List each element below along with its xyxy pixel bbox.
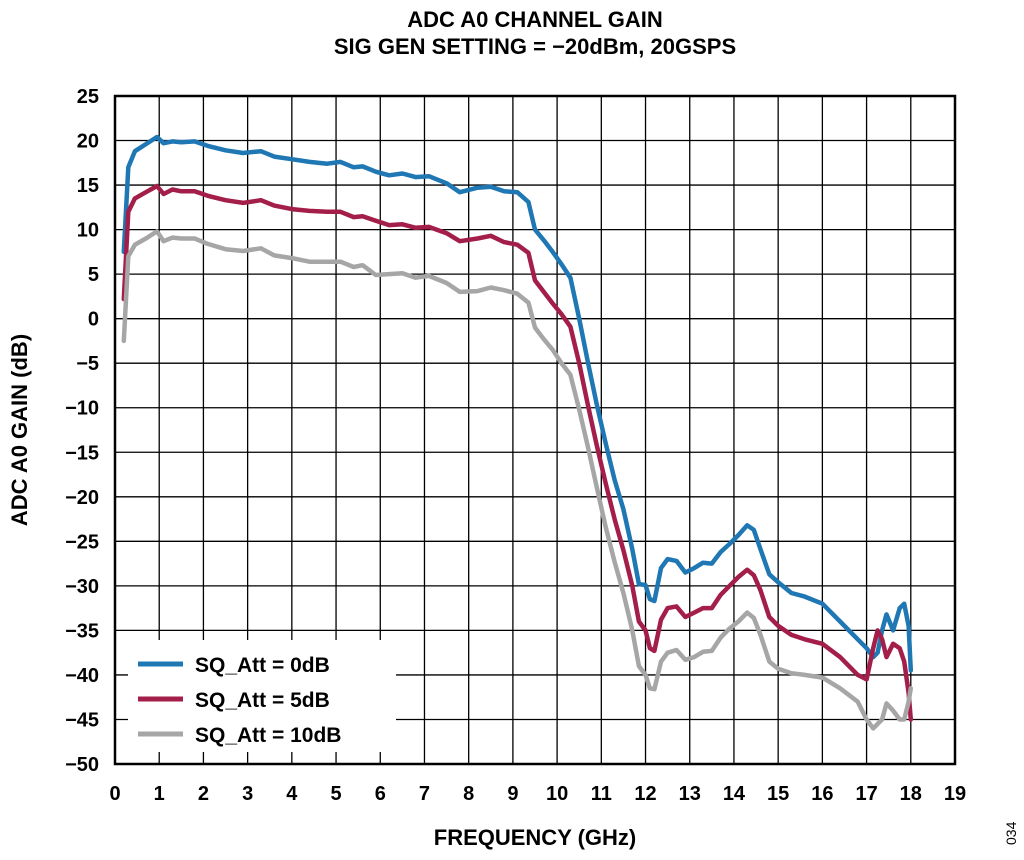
y-tick-label: 20	[77, 131, 99, 153]
y-tick-label: −5	[76, 353, 99, 375]
x-tick-label: 4	[286, 783, 298, 805]
y-tick-label: −40	[65, 665, 99, 687]
x-tick-label: 8	[463, 783, 474, 805]
figure-number: 034	[1003, 821, 1019, 845]
series-line-sq-att-5db	[121, 183, 914, 722]
x-tick-label: 15	[767, 783, 789, 805]
x-tick-label: 16	[811, 783, 833, 805]
x-tick-label: 7	[419, 783, 430, 805]
y-tick-label: −10	[65, 398, 99, 420]
series-line-sq-att-0db	[121, 134, 914, 673]
y-tick-label: 10	[77, 220, 99, 242]
y-tick-label: 25	[77, 86, 99, 108]
y-tick-label: 15	[77, 175, 99, 197]
x-tick-labels: 0 1 2 3 4 5 6 7 8 9 10 11 12 13 14 15 16 17 18 19	[109, 783, 966, 805]
y-tick-label: −25	[65, 531, 99, 553]
y-tick-labels: 25 20 15 10 5 0 −5 −10 −15 −20 −25 −30 −35 −40 −45 −50	[65, 86, 99, 776]
x-tick-label: 2	[198, 783, 209, 805]
y-axis-label: ADC A0 GAIN (dB)	[7, 334, 32, 526]
x-tick-label: 18	[900, 783, 922, 805]
series-layer	[121, 134, 914, 731]
x-tick-label: 10	[546, 783, 568, 805]
y-tick-label: −30	[65, 576, 99, 598]
x-axis-label: FREQUENCY (GHz)	[434, 825, 637, 850]
x-tick-label: 14	[723, 783, 746, 805]
legend-label-sq-att-10db: SQ_Att = 10dB	[195, 724, 341, 747]
y-tick-label: −15	[65, 442, 99, 464]
x-tick-label: 1	[154, 783, 165, 805]
y-tick-label: −45	[65, 709, 99, 731]
x-tick-label: 6	[375, 783, 386, 805]
legend-label-sq-att-5db: SQ_Att = 5dB	[195, 689, 330, 712]
x-tick-label: 3	[242, 783, 253, 805]
x-tick-label: 19	[944, 783, 966, 805]
y-tick-label: 5	[88, 264, 99, 286]
x-tick-label: 13	[679, 783, 701, 805]
x-tick-label: 11	[591, 783, 612, 805]
chart-title: ADC A0 CHANNEL GAIN	[407, 7, 662, 32]
x-tick-label: 12	[634, 783, 656, 805]
x-tick-label: 9	[507, 783, 518, 805]
y-tick-label: −20	[65, 487, 99, 509]
chart-subtitle: SIG GEN SETTING = −20dBm, 20GSPS	[334, 34, 736, 59]
series-line-sq-att-10db	[121, 229, 914, 731]
y-tick-label: −35	[65, 620, 99, 642]
y-tick-label: 0	[88, 309, 99, 331]
x-tick-label: 0	[109, 783, 120, 805]
y-tick-label: −50	[65, 754, 99, 776]
legend: SQ_Att = 0dB SQ_Att = 5dB SQ_Att = 10dB	[128, 640, 396, 752]
x-tick-label: 17	[855, 783, 877, 805]
legend-label-sq-att-0db: SQ_Att = 0dB	[195, 654, 330, 677]
plot-frame	[113, 94, 957, 766]
x-tick-label: 5	[330, 783, 341, 805]
